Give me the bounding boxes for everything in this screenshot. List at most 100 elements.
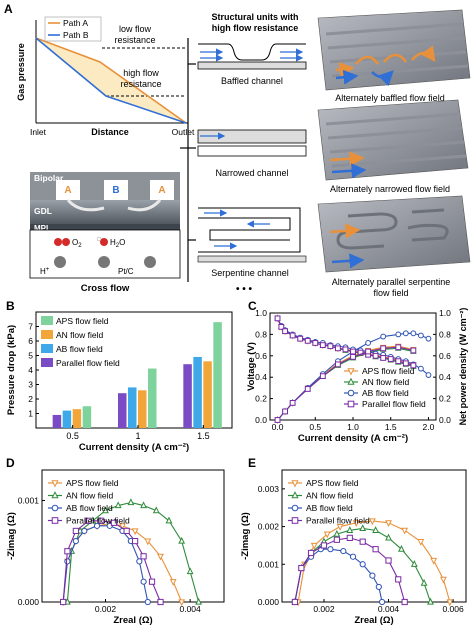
panel-c-voltage-point-3-3	[289, 332, 296, 339]
panel-c-voltage-point-3-1	[278, 324, 285, 330]
panel-e-xtick-label-1: 0.004	[378, 604, 400, 614]
panel-d-point-3-1	[64, 548, 71, 555]
panel-d-point-1-12	[195, 597, 203, 605]
panel-c-voltage-point-3-6	[312, 340, 319, 346]
panel-c-ytick-label-5: 1.0	[255, 308, 267, 318]
panel-c-xtick-label-4: 2.0	[423, 422, 435, 432]
panel-e-point-3-4	[333, 536, 340, 543]
narrowed-channel-label: Narrowed channel	[215, 168, 288, 178]
panel-c-power-point-3-5	[335, 361, 341, 368]
legend-marker-1	[51, 491, 59, 499]
panel-d-point-3-8	[140, 553, 147, 560]
panel-e-point-3-1	[298, 564, 305, 572]
panel-c-xlabel: Current density (A cm⁻²)	[298, 433, 408, 444]
panel-e-ytick-label-2: 0.002	[258, 522, 280, 532]
panel-c-power-point-3-3	[304, 386, 311, 392]
pressure-plot: Path A Path B low flow resistance high fl…	[16, 16, 195, 137]
panel-b-legend-label-1: AN flow field	[56, 330, 104, 340]
panel-c-ytick-label-4: 0.8	[255, 329, 267, 339]
panel-b-ytick-label-3: 4	[28, 365, 33, 375]
legend-label-3: Parallel flow field	[362, 399, 426, 409]
panel-c-voltage-point-3-4	[297, 335, 304, 342]
legend-label-0: APS flow field	[306, 478, 359, 488]
panel-e-point-2-5	[340, 547, 347, 555]
panel-c-ytick-label-2: 0.4	[255, 372, 267, 382]
panel-e-line-3	[294, 537, 406, 603]
legend-marker-1	[291, 491, 299, 499]
panel-b-letter: B	[6, 299, 15, 313]
ellipsis: • • •	[236, 284, 253, 295]
flow-field-render-serpentine: Alternately parallel serpentine flow fiel…	[317, 195, 471, 298]
panel-c-voltage-line-2	[277, 318, 429, 376]
panel-e-point-2-6	[349, 553, 357, 560]
panel-e-point-1-5	[346, 526, 354, 533]
panel-c-xtick-label-0: 0.0	[272, 422, 284, 432]
panel-d-point-1-10	[178, 536, 186, 544]
panel-b-ytick-label-4: 5	[28, 351, 33, 361]
panel-b-bar-1-0	[118, 393, 127, 428]
panel-c-y2tick-label-4: 0.8	[439, 329, 451, 339]
panel-e-point-2-7	[359, 561, 366, 568]
panel-c-voltage-point-2-21	[425, 372, 432, 378]
cross-a2-label: A	[158, 185, 165, 196]
struct-title: Structural units with high flow resistanc…	[211, 12, 298, 33]
panel-c-letter: C	[248, 299, 257, 313]
panel-d-point-3-10	[157, 598, 164, 606]
panel-d: D 0.002 0.004 0.000 0.001 Zreal (Ω) -Zimag (Ω…	[6, 456, 225, 626]
panel-b-legend-swatch-0	[41, 316, 53, 325]
panel-b-ylabel: Pressure drop (kPa)	[6, 325, 17, 415]
panel-e-point-3-5	[346, 534, 353, 541]
panel-d-point-1-9	[165, 516, 173, 524]
panel-d-point-1-7	[140, 501, 147, 509]
panel-c-voltage-point-3-7	[319, 342, 326, 349]
panel-d-point-1-11	[186, 567, 194, 575]
low-flow-label: low flow resistance	[114, 24, 155, 45]
legend-label-2: AB flow field	[66, 503, 113, 513]
panel-b-bar-1-1	[128, 387, 137, 428]
panel-c-power-point-2-7	[365, 340, 371, 346]
panel-d-point-0-9	[157, 553, 164, 561]
panel-c-power-point-2-12	[418, 332, 424, 339]
panel-d-point-1-8	[152, 506, 160, 514]
bipolar-label: Bipolar	[34, 173, 64, 183]
pressure-area-fill	[36, 38, 186, 123]
panel-c-voltage-point-3-14	[372, 352, 379, 359]
panel-e-point-3-9	[395, 576, 402, 583]
panel-b-xlabel: Current density (A cm⁻²)	[79, 442, 189, 453]
legend-label-2: AB flow field	[306, 503, 353, 513]
path-a-line	[35, 37, 187, 124]
legend-marker-0	[291, 480, 299, 488]
panel-b-xtick-label-2: 1.5	[197, 431, 210, 441]
panel-d-point-2-8	[136, 558, 143, 565]
ptc-label: Pt/C	[118, 267, 134, 276]
legend-marker-3	[347, 400, 355, 408]
panel-d-point-0-6	[119, 523, 126, 531]
legend-marker-3	[51, 517, 59, 524]
panel-e-xtick-label-2: 0.006	[442, 604, 464, 614]
panel-c-ylabel: Voltage (V)	[246, 342, 257, 391]
panel-d-point-3-7	[132, 537, 139, 545]
panel-e-point-0-8	[401, 527, 409, 535]
panel-c-power-point-3-1	[282, 408, 288, 415]
legend-label-0: APS flow field	[66, 478, 119, 488]
panel-d-line-2	[62, 525, 149, 603]
panel-e-point-1-12	[427, 597, 434, 605]
serpentine-channel-schematic: Serpentine channel • • •	[197, 207, 307, 295]
panel-b-ytick-label-0: 1	[28, 409, 33, 419]
panel-e-point-0-2	[310, 542, 318, 550]
panel-d-point-0-10	[169, 579, 177, 586]
panel-e-point-1-6	[359, 524, 367, 532]
panel-c-xtick-label-3: 1.5	[385, 422, 397, 432]
panel-e-ytick-label-3: 0.003	[258, 484, 280, 494]
panel-e-point-1-4	[333, 529, 341, 537]
panel-c-ytick-label-0: 0.0	[255, 415, 267, 425]
legend-label-3: Parallel flow field	[66, 516, 130, 526]
legend-marker-2	[291, 504, 299, 512]
panel-e-point-3-3	[320, 542, 328, 549]
panel-b-legend-label-3: Parallel flow field	[56, 358, 120, 368]
panel-d-point-2-10	[144, 598, 151, 606]
panel-e-point-3-6	[359, 538, 366, 545]
panel-b-bar-2-2	[203, 361, 212, 428]
panel-c-voltage-point-2-20	[418, 365, 424, 372]
